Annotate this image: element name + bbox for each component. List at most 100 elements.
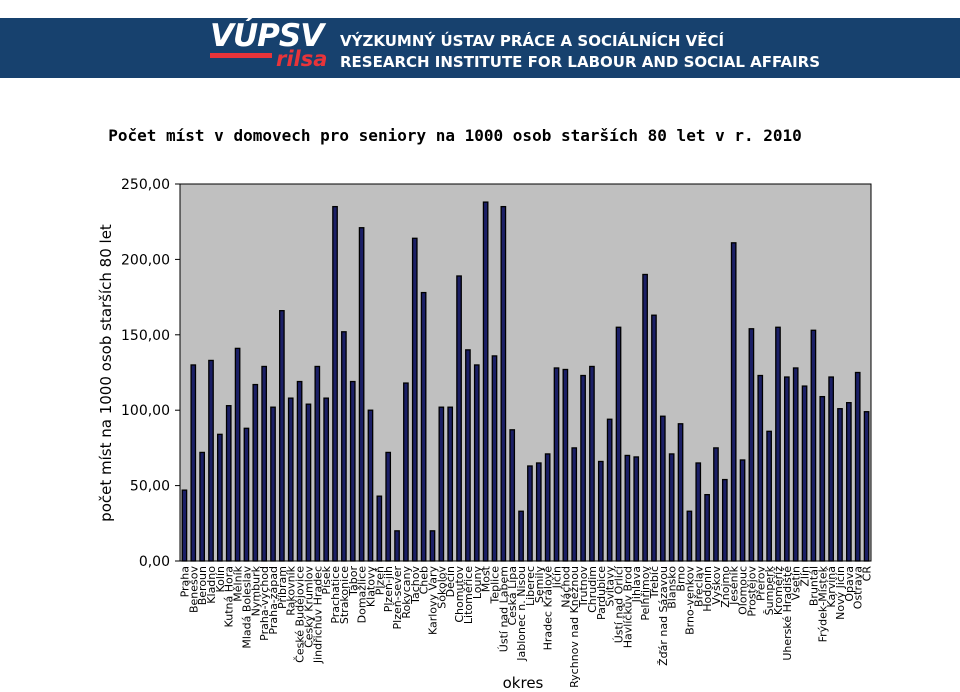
bar — [332, 205, 338, 562]
x-tick-label: Rychnov nad Kněžnou — [568, 566, 581, 688]
x-tick-label: Uherské Hradiště — [781, 566, 794, 661]
y-tick-label: 200,00 — [121, 252, 170, 268]
vupsv-logo: VÚPSV rilsa — [210, 18, 330, 78]
x-tick-label: Vyškov — [710, 566, 723, 605]
y-tick-label: 250,00 — [121, 177, 170, 193]
x-tick-label: Strakonice — [338, 566, 351, 624]
bar — [828, 376, 834, 562]
bar — [642, 273, 648, 562]
bar — [571, 447, 578, 562]
bar — [500, 205, 507, 562]
bar — [721, 478, 728, 562]
x-tick-label: Přerov — [754, 566, 767, 601]
bar — [846, 402, 852, 562]
x-tick-label: Litoměřice — [462, 566, 475, 624]
bar — [438, 406, 445, 562]
x-tick-label: Brno-venkov — [683, 566, 696, 635]
x-tick-label: Hodonín — [701, 566, 714, 612]
bar — [420, 291, 427, 562]
bar — [296, 380, 303, 562]
x-tick-label: Zlín — [799, 566, 812, 587]
x-tick-label: Ústí nad Orlicí — [613, 565, 626, 643]
x-tick-label: Teplice — [488, 566, 501, 605]
x-axis-label: okres — [503, 674, 544, 692]
bar — [730, 242, 737, 562]
x-tick-label: Domažlice — [356, 566, 369, 624]
x-tick-label: Brno — [675, 566, 688, 592]
bar — [527, 465, 533, 562]
bar — [651, 314, 657, 562]
bar — [429, 530, 436, 562]
bar — [606, 418, 613, 562]
x-tick-label: Kolín — [214, 566, 227, 593]
x-tick-label: Praha-západ — [267, 566, 280, 635]
logo-vupsv-text: VÚPSV — [210, 18, 324, 54]
header-banner: VÚPSV rilsa VÝZKUMNÝ ÚSTAV PRÁCE A SOCIÁ… — [0, 18, 960, 78]
bar — [394, 530, 400, 562]
bar — [562, 368, 569, 562]
x-tick-label: Louny — [471, 566, 484, 600]
bar — [509, 429, 516, 562]
bar — [837, 408, 843, 562]
x-tick-label: Jablonec n. Nisou — [515, 566, 528, 662]
x-tick-label: Nový Jičín — [834, 566, 847, 620]
x-tick-label: Břeclav — [692, 566, 705, 607]
y-tick-label: 150,00 — [121, 328, 170, 344]
x-tick-label: Ostrava — [852, 566, 865, 609]
x-tick-label: Blansko — [666, 566, 679, 609]
x-tick-label: Vsetín — [790, 566, 803, 600]
x-tick-label: Plzeň — [373, 566, 386, 595]
bar — [270, 406, 276, 562]
x-tick-label: České Budějovice — [294, 566, 307, 663]
bar — [217, 433, 223, 562]
x-tick-label: Beroun — [196, 566, 209, 605]
x-tick-label: Olomouc — [737, 566, 750, 615]
x-tick-label: Sokolov — [435, 566, 448, 609]
y-tick-label: 50,00 — [130, 479, 170, 495]
bar — [323, 397, 330, 562]
x-tick-label: Písek — [320, 565, 333, 594]
bar — [748, 328, 755, 562]
x-tick-label: Česká Lípa — [506, 566, 519, 626]
bar — [695, 462, 702, 562]
bar — [801, 385, 808, 562]
x-tick-label: Svitavy — [604, 566, 617, 607]
x-tick-label: Ústí nad Labem — [497, 566, 510, 652]
bars — [181, 201, 870, 562]
bar — [358, 227, 365, 562]
bar — [456, 275, 462, 562]
x-tick-label: Liberec — [524, 566, 537, 606]
x-tick-label: Náchod — [559, 566, 572, 608]
x-tick-label: Mladá Boleslav — [240, 566, 253, 649]
bar — [385, 451, 392, 562]
x-tick-label: Jihlava — [630, 566, 643, 603]
bar — [190, 364, 197, 562]
x-tick-label: Příbram — [276, 566, 289, 609]
bar — [819, 395, 826, 562]
bar — [341, 331, 347, 562]
x-tick-label: Havlíčkův Brod — [621, 566, 634, 648]
chart-title: Počet míst v domovech pro seniory na 100… — [108, 126, 802, 145]
bar — [580, 374, 586, 562]
bar — [403, 382, 409, 562]
x-tick-label: Nymburk — [249, 565, 262, 616]
bar — [279, 310, 285, 562]
x-tick-label: Plzeň-jih — [382, 566, 395, 612]
y-axis: 0,00 50,00 100,00 150,00 200,00 250,00 — [121, 177, 180, 570]
x-tick-label: Karlovy Vary — [426, 566, 439, 636]
bar — [411, 237, 418, 562]
bar — [810, 329, 817, 562]
bar — [225, 405, 232, 562]
logo-red-bar — [210, 53, 272, 58]
bar — [659, 415, 666, 562]
x-tick-label: Jičín — [551, 566, 564, 589]
bar — [668, 453, 675, 562]
x-tick-label: Znojmo — [719, 566, 732, 608]
bar — [713, 447, 719, 562]
bar — [863, 411, 870, 562]
x-tick-label: Pardubice — [595, 566, 608, 620]
x-tick-label: Děčín — [444, 566, 457, 597]
x-tick-label: Opava — [843, 566, 856, 602]
